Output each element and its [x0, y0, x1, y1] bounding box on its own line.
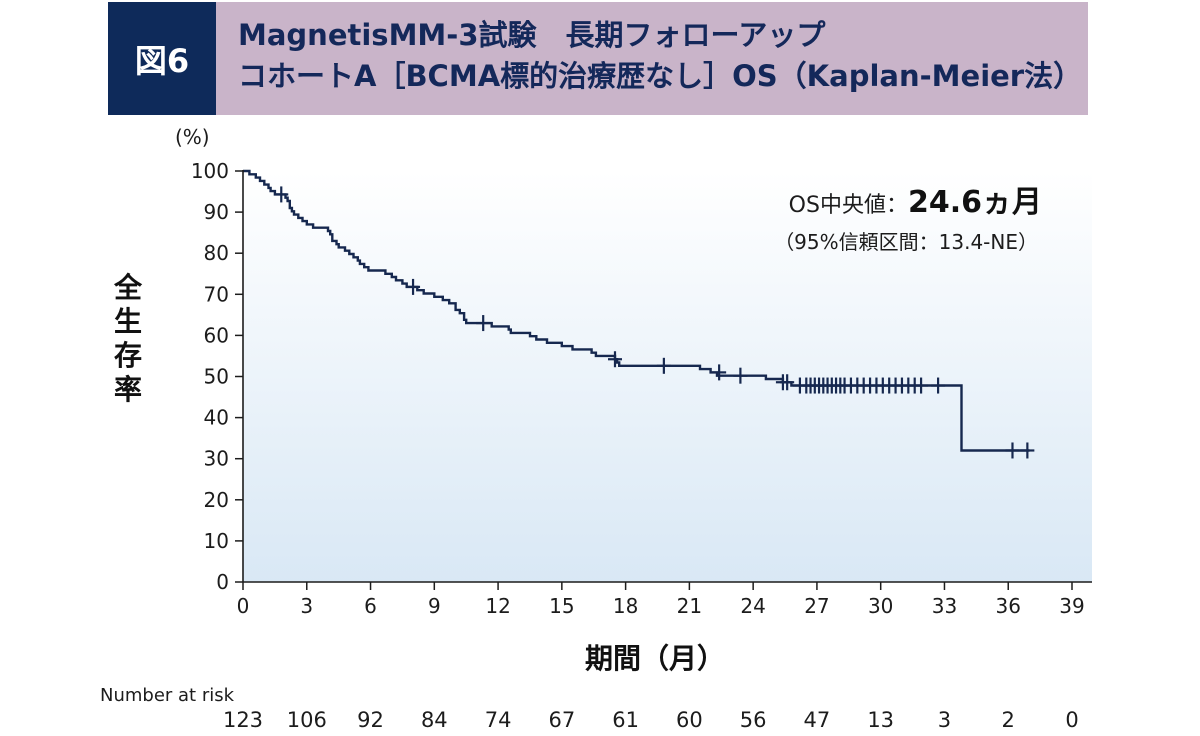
at-risk-count: 47 [804, 708, 831, 732]
x-tick-label: 9 [428, 594, 441, 618]
y-tick-label: 60 [204, 323, 229, 347]
y-tick-label: 90 [204, 200, 229, 224]
y-tick-label: 80 [204, 241, 229, 265]
x-tick-label: 6 [364, 594, 377, 618]
x-tick-label: 30 [868, 594, 893, 618]
at-risk-count: 60 [676, 708, 703, 732]
at-risk-count: 61 [612, 708, 639, 732]
y-axis-title-char: 生 [114, 305, 142, 338]
x-tick-label: 12 [485, 594, 510, 618]
y-axis-title-char: 存 [114, 339, 142, 372]
figure-title: MagnetisMM-3試験 長期フォローアップ コホートA［BCMA標的治療歴… [216, 2, 1088, 115]
median-os-annotation: OS中央値：24.6ヵ月 [789, 185, 1042, 220]
y-axis-title-char: 率 [114, 373, 142, 406]
x-tick-label: 39 [1059, 594, 1084, 618]
at-risk-count: 106 [287, 708, 327, 732]
y-axis-title-char: 全 [113, 271, 143, 304]
censor-mark [1005, 442, 1020, 459]
x-tick-label: 18 [613, 594, 638, 618]
censor-mark [914, 377, 929, 394]
censor-mark [733, 367, 748, 384]
y-tick-label: 0 [216, 570, 229, 594]
at-risk-count: 67 [548, 708, 575, 732]
figure-badge: 図6 [108, 2, 216, 115]
censor-mark [712, 364, 727, 381]
x-tick-label: 33 [932, 594, 957, 618]
at-risk-count: 123 [223, 708, 263, 732]
y-tick-label: 70 [204, 282, 229, 306]
censor-mark [607, 351, 622, 368]
censor-mark [476, 315, 491, 332]
x-tick-label: 15 [549, 594, 574, 618]
x-tick-label: 3 [300, 594, 313, 618]
plot-area [243, 171, 1092, 582]
x-tick-label: 21 [677, 594, 702, 618]
censor-mark [780, 374, 795, 391]
x-tick-label: 27 [804, 594, 829, 618]
y-tick-label: 100 [191, 159, 229, 183]
censor-mark [931, 377, 946, 394]
y-unit-label: (%) [175, 125, 210, 149]
y-tick-label: 20 [204, 488, 229, 512]
x-tick-label: 36 [996, 594, 1021, 618]
at-risk-count: 0 [1065, 708, 1078, 732]
censor-mark [406, 278, 421, 295]
median-os-label: OS中央値： [789, 193, 908, 218]
at-risk-count: 13 [867, 708, 894, 732]
at-risk-count: 2 [1002, 708, 1015, 732]
median-os-value: 24.6ヵ月 [908, 185, 1042, 220]
at-risk-count: 84 [421, 708, 448, 732]
at-risk-count: 56 [740, 708, 767, 732]
at-risk-count: 3 [938, 708, 951, 732]
at-risk-count: 74 [485, 708, 512, 732]
y-tick-label: 30 [204, 447, 229, 471]
y-axis-title: 全生存率 [113, 271, 143, 406]
censor-mark [656, 357, 671, 374]
x-axis-title: 期間（月） [585, 642, 725, 675]
x-tick-label: 24 [740, 594, 765, 618]
censor-mark [1020, 442, 1035, 459]
at-risk-title: Number at risk [100, 685, 235, 706]
median-os-ci: （95%信頼区間：13.4-NE） [774, 230, 1038, 254]
y-tick-label: 10 [204, 529, 229, 553]
figure-header: 図6 MagnetisMM-3試験 長期フォローアップ コホートA［BCMA標的… [108, 2, 1088, 115]
censor-mark [274, 186, 289, 203]
figure-title-line-1: MagnetisMM-3試験 長期フォローアップ [238, 18, 826, 52]
at-risk-count: 92 [357, 708, 384, 732]
y-tick-label: 40 [204, 406, 229, 430]
figure-title-line-2: コホートA［BCMA標的治療歴なし］OS（Kaplan-Meier法） [238, 59, 1083, 93]
x-tick-label: 0 [237, 594, 250, 618]
y-tick-label: 50 [204, 365, 229, 389]
survival-curve [243, 169, 1030, 452]
